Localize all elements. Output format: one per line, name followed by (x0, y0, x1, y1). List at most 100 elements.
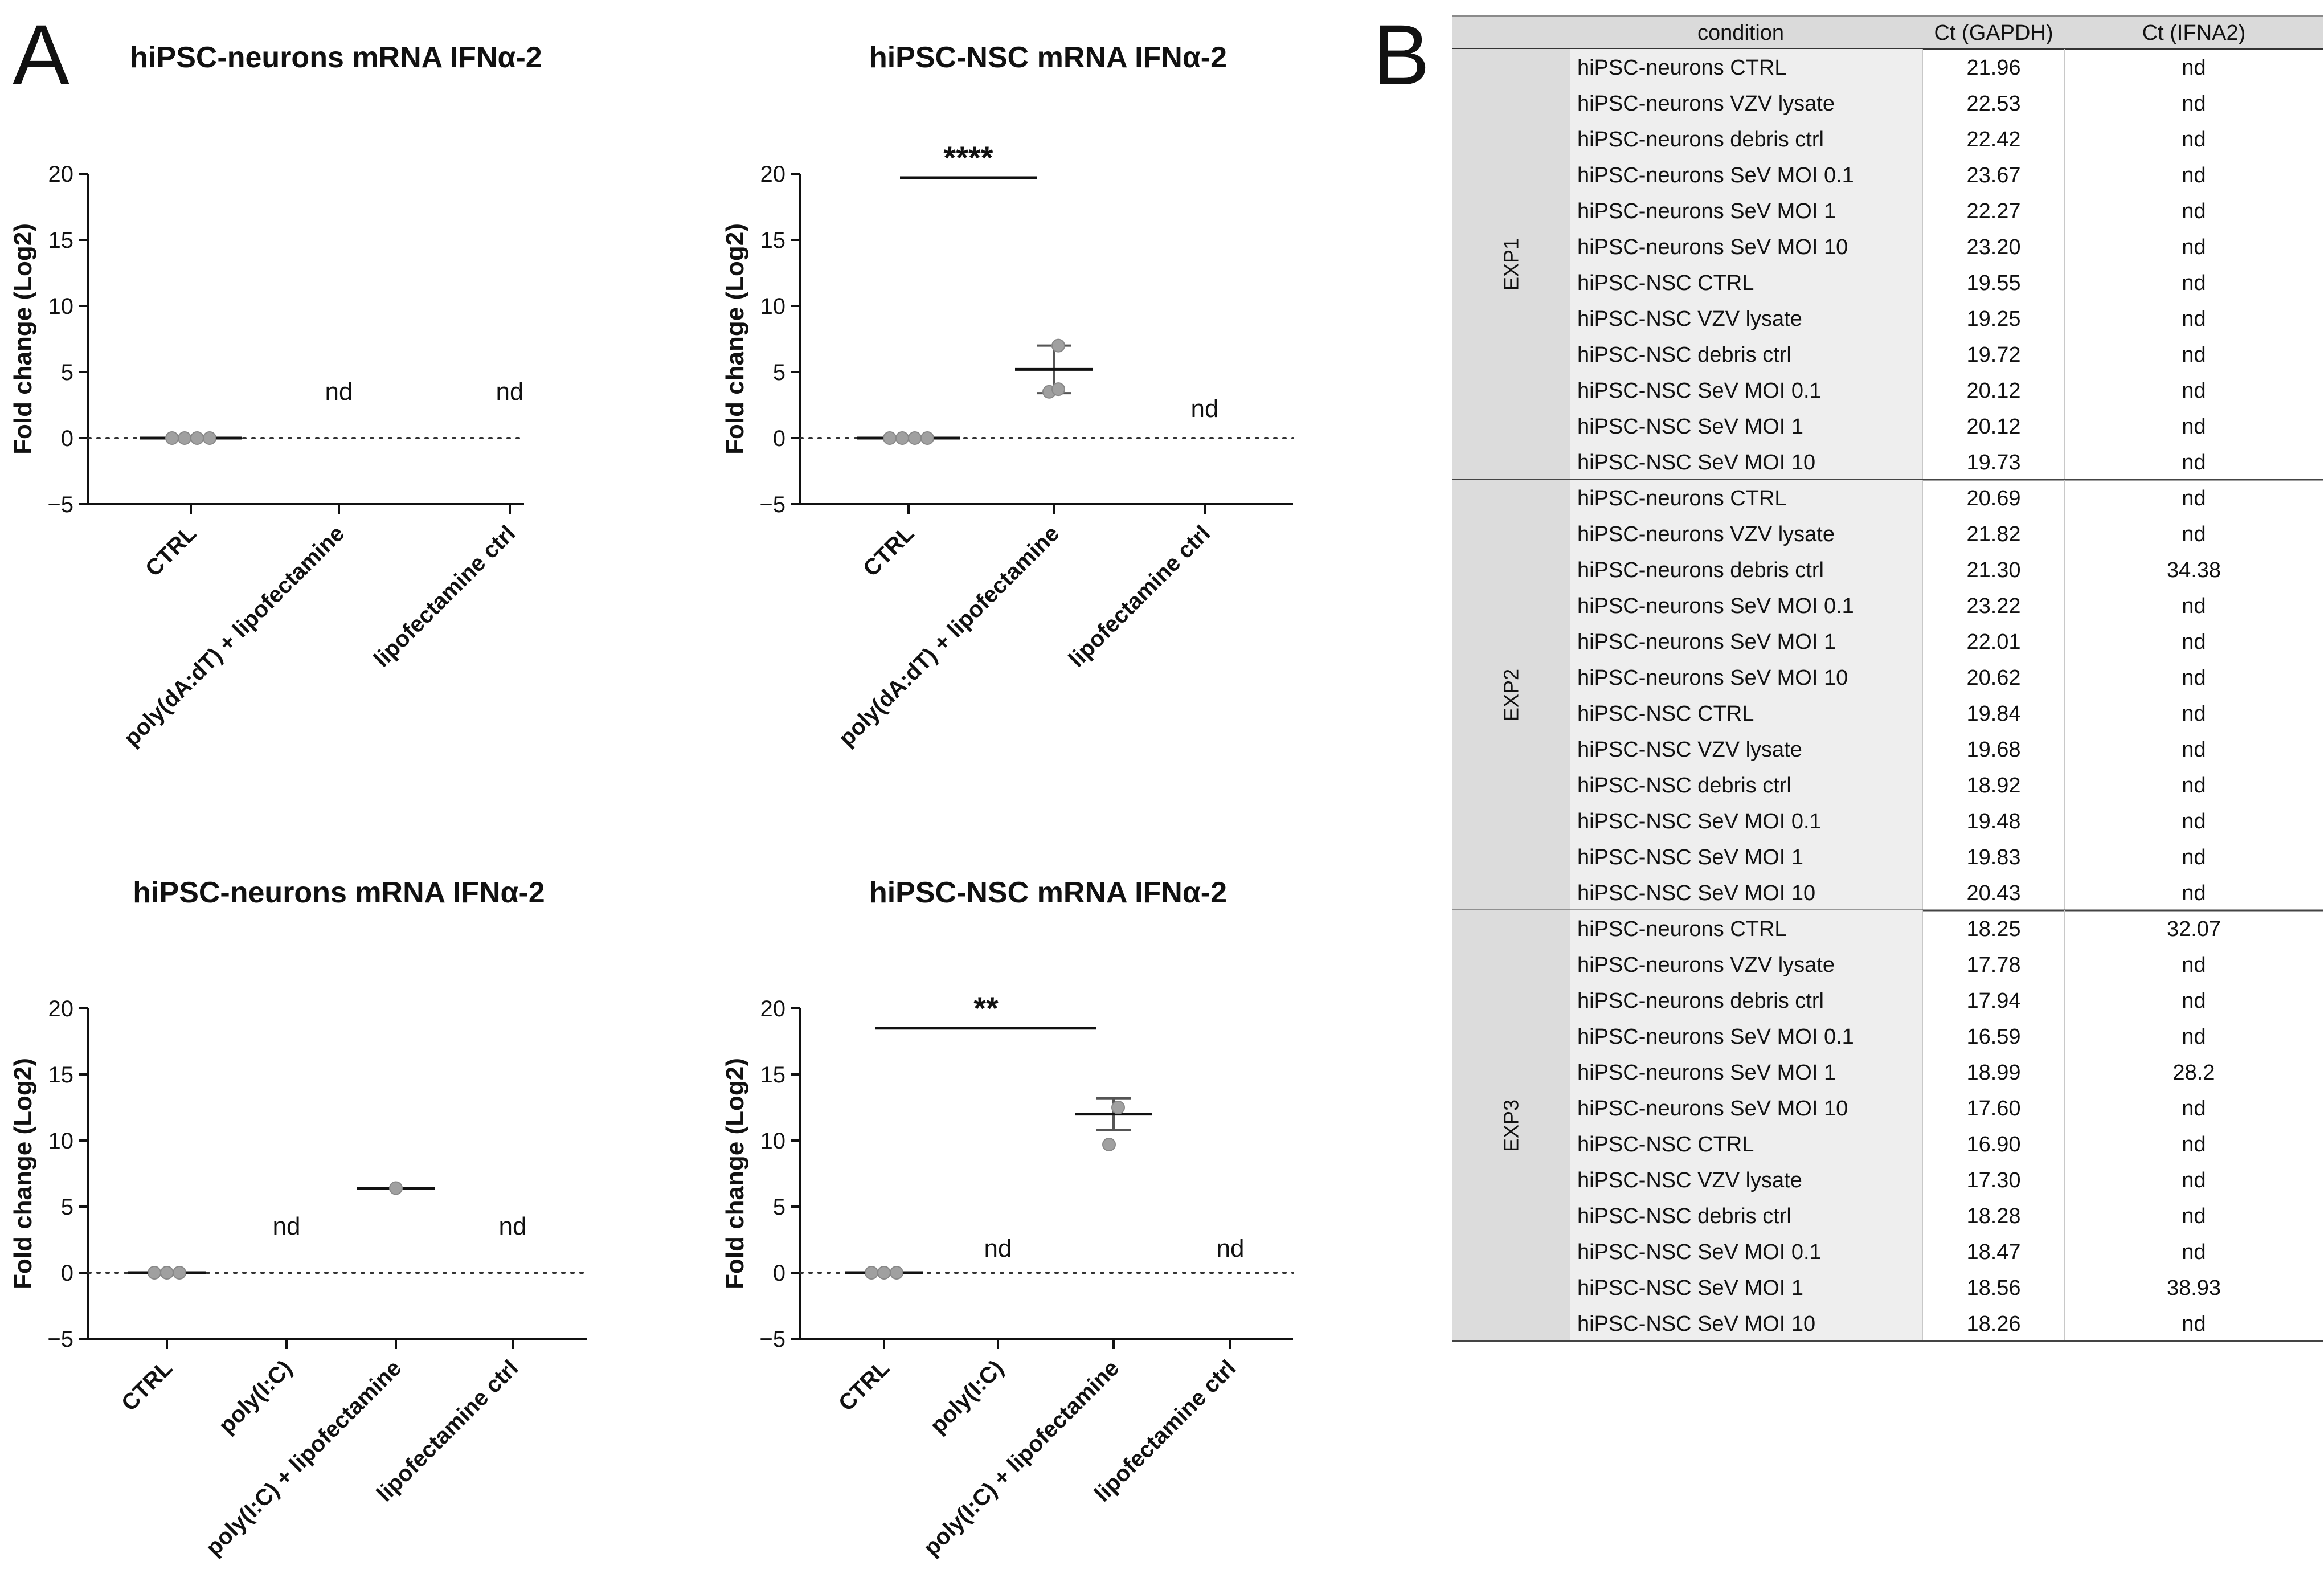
table-cell-ct-ifna2: nd (2182, 451, 2206, 475)
table-cell-ct-ifna2: nd (2182, 845, 2206, 869)
table-cell-ct-ifna2: nd (2182, 235, 2206, 259)
table-cell-ct-gapdh: 19.72 (1966, 343, 2020, 367)
x-category-label: CTRL (834, 1355, 895, 1416)
table-cell-ct-gapdh: 16.90 (1966, 1133, 2020, 1156)
table-cell-condition: hiPSC-neurons SeV MOI 10 (1577, 1097, 1848, 1121)
table-cell-condition: hiPSC-neurons SeV MOI 10 (1577, 666, 1848, 690)
table-cell-ct-gapdh: 19.73 (1966, 451, 2020, 475)
x-category-label: CTRL (141, 521, 202, 582)
nd-label: nd (325, 378, 353, 406)
table-cell-ct-ifna2: 28.2 (2173, 1061, 2215, 1085)
table-cell-ct-gapdh: 20.69 (1966, 487, 2020, 510)
table-cell-condition: hiPSC-neurons SeV MOI 0.1 (1577, 594, 1854, 618)
table-cell-condition: hiPSC-neurons VZV lysate (1577, 522, 1835, 546)
table-cell-ct-gapdh: 19.68 (1966, 738, 2020, 762)
y-tick-label: 20 (760, 996, 786, 1021)
table-cell-ct-ifna2: nd (2182, 702, 2206, 726)
table-cell-ct-gapdh: 17.60 (1966, 1097, 2020, 1121)
table-cell-condition: hiPSC-neurons debris ctrl (1577, 558, 1824, 582)
table-cell-condition: hiPSC-NSC debris ctrl (1577, 343, 1791, 367)
y-tick-label: 5 (773, 360, 785, 385)
table-cell-ct-gapdh: 18.56 (1966, 1276, 2020, 1300)
table-cell-condition: hiPSC-NSC debris ctrl (1577, 774, 1791, 798)
charts-group: hiPSC-neurons mRNA IFNα-2 Fold change (Lo… (9, 41, 1294, 1561)
table-cell-condition: hiPSC-NSC SeV MOI 10 (1577, 1312, 1815, 1336)
table-cell-condition: hiPSC-neurons VZV lysate (1577, 953, 1835, 977)
data-point (203, 431, 216, 445)
table-cell-ct-ifna2: nd (2182, 774, 2206, 798)
y-tick-label: 15 (48, 228, 74, 253)
data-point (173, 1266, 186, 1280)
table-cell-condition: hiPSC-NSC SeV MOI 0.1 (1577, 1240, 1822, 1264)
table-cell-ct-gapdh: 16.59 (1966, 1025, 2020, 1049)
table-cell-condition: hiPSC-NSC SeV MOI 0.1 (1577, 810, 1822, 833)
y-tick-label: 10 (760, 294, 786, 319)
table-cell-condition: hiPSC-NSC VZV lysate (1577, 1168, 1802, 1192)
table-cell-condition: hiPSC-neurons VZV lysate (1577, 92, 1835, 116)
data-point (877, 1266, 891, 1280)
y-axis-label: Fold change (Log2) (721, 1058, 749, 1289)
data-point (178, 431, 191, 445)
table-cell-ct-ifna2: 38.93 (2167, 1276, 2221, 1300)
table-cell-ct-ifna2: nd (2182, 415, 2206, 439)
x-category-label: poly(I:C) + lipofectamine (201, 1355, 406, 1560)
x-category-label: poly(I:C) (214, 1355, 297, 1438)
table-cell-ct-gapdh: 17.78 (1966, 953, 2020, 977)
data-point (890, 1266, 903, 1280)
table-cell-condition: hiPSC-neurons SeV MOI 10 (1577, 235, 1848, 259)
table-cell-ct-gapdh: 18.92 (1966, 774, 2020, 798)
y-tick-label: 15 (760, 228, 786, 253)
y-tick-label: 0 (61, 1261, 73, 1286)
table-column-header: Ct (GAPDH) (1934, 21, 2053, 45)
y-tick-label: 5 (61, 360, 73, 385)
table-cell-ct-ifna2: nd (2182, 1240, 2206, 1264)
data-point (190, 431, 204, 445)
table-cell-ct-ifna2: nd (2182, 1097, 2206, 1121)
table-cell-ct-ifna2: nd (2182, 953, 2206, 977)
table-cell-condition: hiPSC-NSC SeV MOI 10 (1577, 881, 1815, 905)
data-point (160, 1266, 174, 1280)
table-column-header: Ct (IFNA2) (2142, 21, 2246, 45)
table-group-label: EXP1 (1500, 238, 1523, 291)
table-cell-condition: hiPSC-neurons CTRL (1577, 487, 1786, 510)
table-cell-ct-gapdh: 19.84 (1966, 702, 2020, 726)
table-cell-ct-gapdh: 19.55 (1966, 271, 2020, 295)
table-cell-ct-gapdh: 19.83 (1966, 845, 2020, 869)
table-cell-condition: hiPSC-NSC SeV MOI 1 (1577, 415, 1803, 439)
nd-label: nd (499, 1212, 527, 1240)
y-tick-label: −5 (47, 1327, 73, 1352)
nd-label: nd (1217, 1235, 1245, 1262)
significance-label: ** (973, 990, 999, 1026)
y-tick-label: −5 (47, 492, 73, 517)
data-point (148, 1266, 161, 1280)
table-cell-condition: hiPSC-neurons debris ctrl (1577, 989, 1824, 1013)
table-cell-condition: hiPSC-NSC CTRL (1577, 271, 1754, 295)
table-cell-condition: hiPSC-NSC VZV lysate (1577, 738, 1802, 762)
table-cell-ct-ifna2: nd (2182, 343, 2206, 367)
table-cell-condition: hiPSC-neurons SeV MOI 0.1 (1577, 164, 1854, 187)
table-cell-condition: hiPSC-NSC SeV MOI 1 (1577, 1276, 1803, 1300)
table-cell-ct-ifna2: nd (2182, 199, 2206, 223)
table-cell-ct-ifna2: nd (2182, 810, 2206, 833)
y-tick-label: 20 (48, 162, 74, 187)
y-tick-label: −5 (759, 492, 785, 517)
table-cell-ct-gapdh: 23.67 (1966, 164, 2020, 187)
table-cell-condition: hiPSC-neurons SeV MOI 1 (1577, 1061, 1836, 1085)
table-cell-ct-ifna2: nd (2182, 1133, 2206, 1156)
data-point (908, 431, 922, 445)
y-tick-label: 20 (760, 162, 786, 187)
table-cell-ct-gapdh: 20.12 (1966, 415, 2020, 439)
table-cell-ct-ifna2: nd (2182, 128, 2206, 152)
y-axis-label: Fold change (Log2) (9, 223, 37, 455)
data-point (920, 431, 934, 445)
table-condition-column-shade (1570, 910, 1922, 1341)
y-tick-label: 10 (48, 1129, 74, 1154)
table-cell-ct-gapdh: 18.25 (1966, 917, 2020, 941)
y-tick-label: 10 (760, 1129, 786, 1154)
table-cell-ct-gapdh: 18.28 (1966, 1204, 2020, 1228)
table-cell-ct-gapdh: 19.48 (1966, 810, 2020, 833)
table-cell-ct-ifna2: nd (2182, 56, 2206, 80)
y-tick-label: −5 (759, 1327, 785, 1352)
table-cell-ct-gapdh: 21.82 (1966, 522, 2020, 546)
